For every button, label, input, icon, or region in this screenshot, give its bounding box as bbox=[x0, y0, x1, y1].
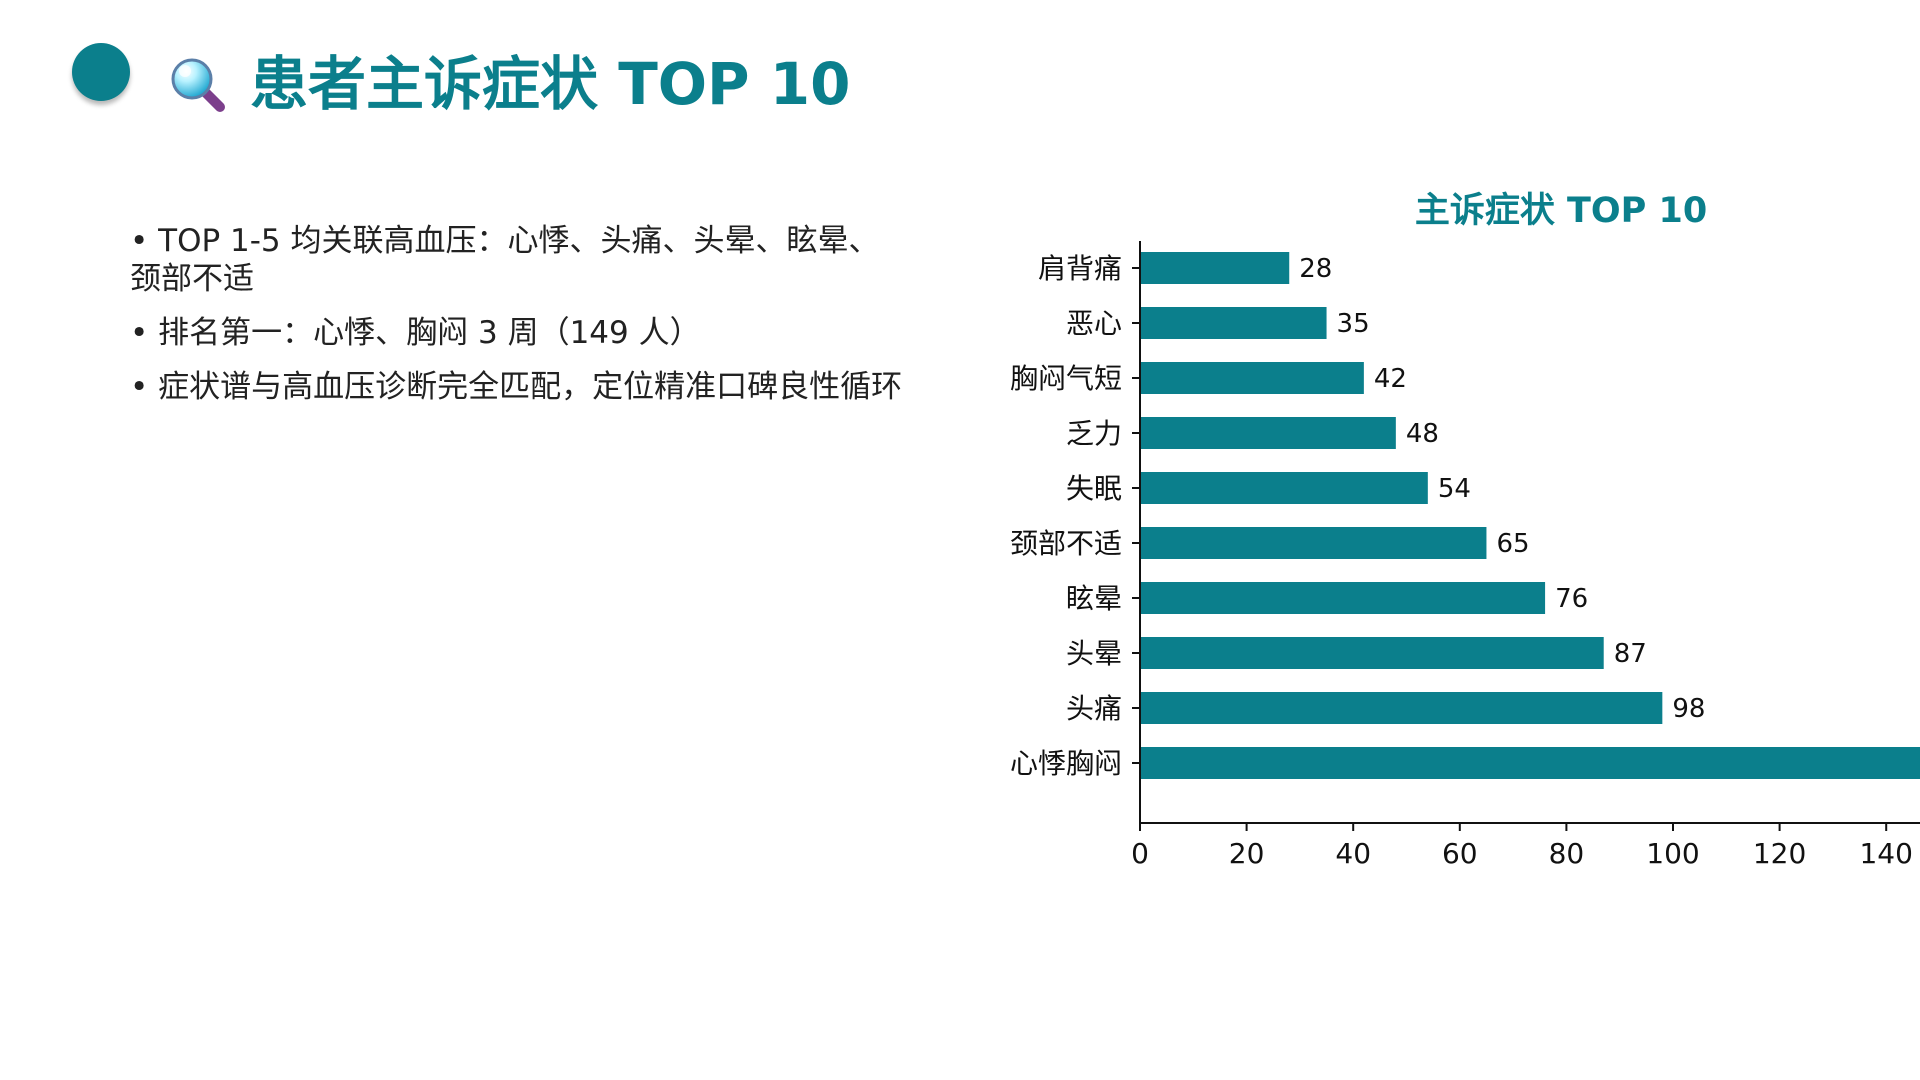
bar-2 bbox=[1140, 692, 1663, 724]
bars-layer bbox=[1140, 252, 1920, 779]
bar-10 bbox=[1140, 252, 1290, 284]
value-label: 87 bbox=[1614, 639, 1647, 669]
category-label: 乏力 bbox=[1066, 417, 1122, 450]
x-tick-label: 80 bbox=[1549, 837, 1585, 870]
x-tick-label: 100 bbox=[1646, 837, 1699, 870]
summary-bullet: 排名第一：心悸、胸闷 3 周（149 人） bbox=[130, 314, 910, 352]
value-label: 98 bbox=[1672, 694, 1705, 724]
value-label: 28 bbox=[1299, 254, 1332, 284]
bar-chart: 主诉症状 TOP 10 心悸胸闷 头痛 98 头晕 87 眩晕 76 颈部不适 65 失眠 54 乏力… bbox=[1010, 191, 1920, 870]
decorative-dot-icon bbox=[72, 43, 130, 101]
bar-6 bbox=[1140, 472, 1428, 504]
category-label: 失眠 bbox=[1066, 472, 1122, 505]
bar-3 bbox=[1140, 637, 1604, 669]
value-label: 48 bbox=[1406, 419, 1439, 449]
value-label: 65 bbox=[1496, 529, 1529, 559]
category-label: 肩背痛 bbox=[1038, 252, 1122, 285]
value-label: 42 bbox=[1374, 364, 1407, 394]
summary-bullet: TOP 1-5 均关联高血压：心悸、头痛、头晕、眩晕、颈部不适 bbox=[130, 222, 910, 298]
value-label: 54 bbox=[1438, 474, 1471, 504]
search-icon bbox=[171, 58, 225, 112]
bar-9 bbox=[1140, 307, 1327, 339]
labels-layer: 心悸胸闷 头痛 98 头晕 87 眩晕 76 颈部不适 65 失眠 54 乏力 48 胸闷气短 42 恶心 35… bbox=[1010, 252, 1913, 870]
x-tick-label: 20 bbox=[1229, 837, 1265, 870]
bar-4 bbox=[1140, 582, 1546, 614]
x-tick-label: 40 bbox=[1335, 837, 1371, 870]
summary-bullet-list: TOP 1-5 均关联高血压：心悸、头痛、头晕、眩晕、颈部不适 排名第一：心悸、… bbox=[130, 222, 910, 422]
category-label: 胸闷气短 bbox=[1010, 362, 1122, 395]
x-tick-label: 0 bbox=[1131, 837, 1149, 870]
bar-5 bbox=[1140, 527, 1487, 559]
summary-bullet: 症状谱与高血压诊断完全匹配，定位精准口碑良性循环 bbox=[130, 368, 910, 406]
x-tick-label: 120 bbox=[1753, 837, 1806, 870]
chart-title: 主诉症状 TOP 10 bbox=[1415, 191, 1707, 231]
value-label: 35 bbox=[1337, 309, 1370, 339]
category-label: 颈部不适 bbox=[1010, 527, 1122, 560]
symptom-chart: 主诉症状 TOP 10 心悸胸闷 头痛 98 头晕 87 眩晕 76 颈部不适 65 失眠 54 乏力… bbox=[990, 180, 1920, 880]
value-label: 76 bbox=[1555, 584, 1588, 614]
bar-7 bbox=[1140, 417, 1396, 449]
category-label: 恶心 bbox=[1066, 307, 1122, 340]
category-label: 眩晕 bbox=[1066, 582, 1122, 615]
category-label: 头痛 bbox=[1066, 692, 1122, 725]
category-label: 头晕 bbox=[1066, 637, 1122, 670]
x-tick-label: 140 bbox=[1859, 837, 1912, 870]
page-title: 患者主诉症状 TOP 10 bbox=[250, 50, 851, 118]
x-tick-label: 60 bbox=[1442, 837, 1478, 870]
bar-1 bbox=[1140, 747, 1920, 779]
bar-8 bbox=[1140, 362, 1364, 394]
category-label: 心悸胸闷 bbox=[1010, 747, 1122, 780]
